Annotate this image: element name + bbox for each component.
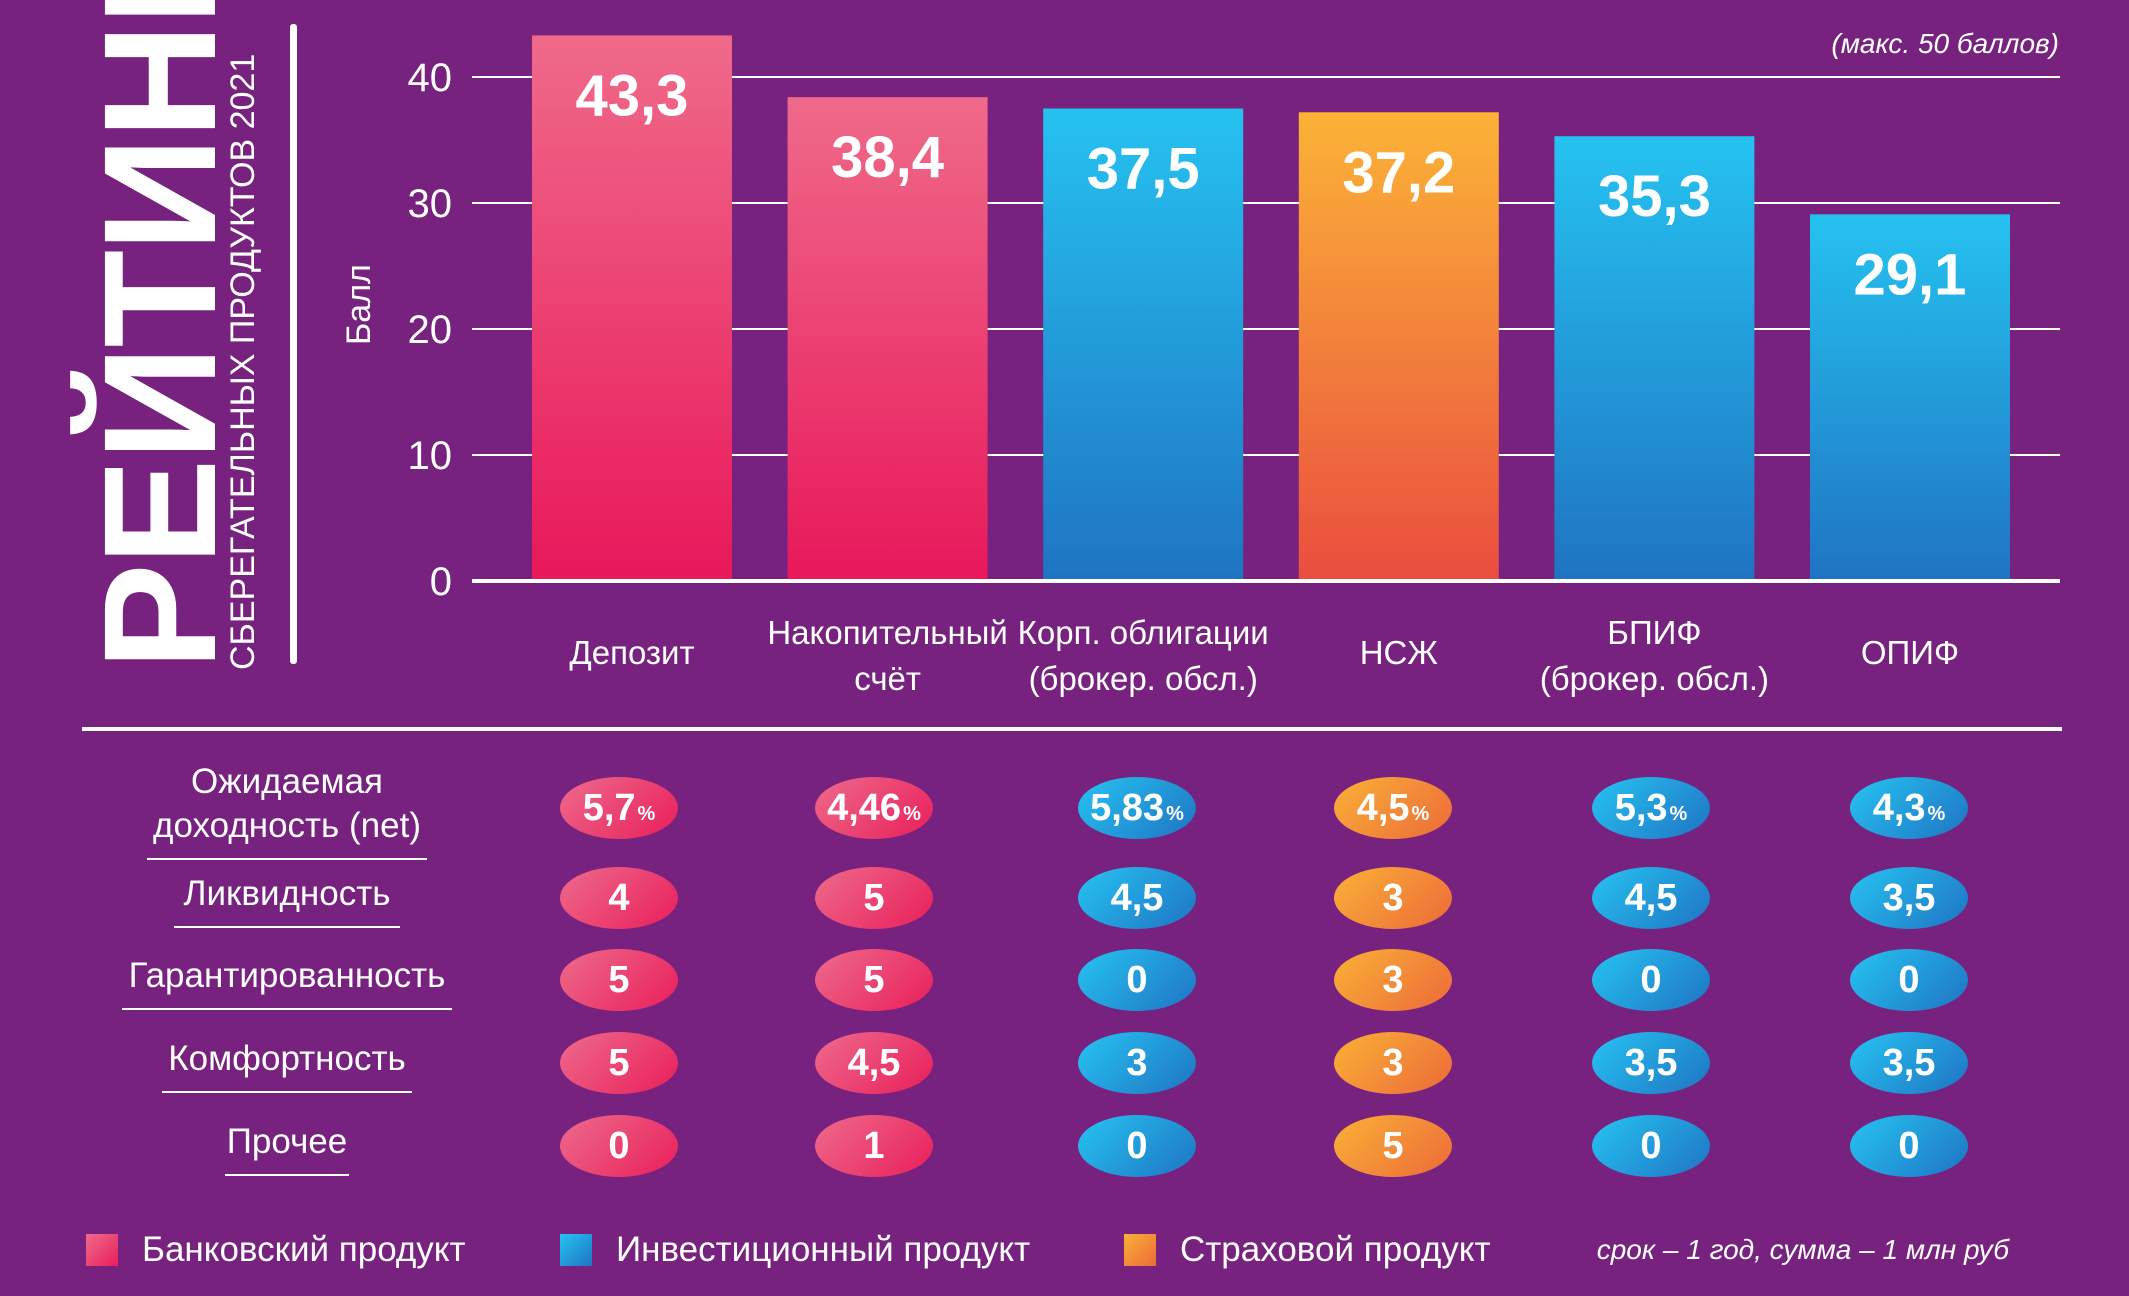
metric-score-badge: 0 — [1592, 949, 1710, 1011]
metric-score-badge: 0 — [1850, 949, 1968, 1011]
y-tick-label: 40 — [408, 56, 453, 100]
metric-score-badge: 3,5 — [1850, 867, 1968, 929]
bar-value-label: 43,3 — [576, 63, 689, 128]
bar — [1810, 214, 2010, 579]
x-tick-label: БПИФ — [1607, 614, 1701, 651]
metric-score-badge: 3,5 — [1850, 1032, 1968, 1094]
bar — [1554, 136, 1755, 579]
metric-score-badge: 0 — [1592, 1115, 1710, 1177]
metric-underline — [174, 926, 400, 928]
metric-score-badge: 4 — [560, 867, 678, 929]
x-tick-label: Накопительный — [767, 614, 1007, 651]
y-tick-label: 10 — [408, 434, 453, 478]
section-divider — [82, 727, 2062, 731]
x-tick-label: Корп. облигации — [1018, 614, 1269, 651]
x-tick-label: (брокер. обсл.) — [1029, 660, 1258, 697]
metric-label: Гарантированность — [128, 956, 446, 995]
metric-underline — [122, 1008, 452, 1010]
bar-value-label: 29,1 — [1854, 242, 1967, 307]
legend-item: Страховой продукт — [1124, 1230, 1491, 1270]
legend-swatch — [560, 1234, 592, 1266]
legend-item: Банковский продукт — [86, 1230, 466, 1270]
metric-score-badge: 0 — [560, 1115, 678, 1177]
legend-swatch — [1124, 1234, 1156, 1266]
metric-score-badge: 0 — [1078, 1115, 1196, 1177]
bar — [1043, 108, 1244, 579]
x-tick-label: ОПИФ — [1861, 634, 1959, 671]
metric-label: Комфортность — [168, 1039, 406, 1078]
metric-score-badge: 4,5 — [1592, 867, 1710, 929]
bar — [787, 97, 988, 579]
metric-score-badge: 1 — [815, 1115, 933, 1177]
bar-value-label: 37,5 — [1087, 137, 1200, 202]
metric-score-badge: 5 — [1334, 1115, 1452, 1177]
x-tick-label: НСЖ — [1360, 634, 1439, 671]
x-tick-label: (брокер. обсл.) — [1540, 660, 1769, 697]
metric-score-badge: 5,7% — [560, 777, 678, 839]
y-tick-label: 20 — [408, 308, 453, 352]
y-tick-label: 30 — [408, 182, 453, 226]
bar — [532, 35, 732, 580]
metric-score-badge: 3 — [1334, 949, 1452, 1011]
metric-score-badge: 4,5 — [1078, 867, 1196, 929]
footnote: срок – 1 год, сумма – 1 млн руб — [1596, 1234, 2009, 1265]
legend-label: Страховой продукт — [1180, 1230, 1491, 1269]
metric-score-badge: 3 — [1078, 1032, 1196, 1094]
metric-score-badge: 5 — [560, 949, 678, 1011]
metric-score-badge: 0 — [1850, 1115, 1968, 1177]
metric-score-badge: 4,5% — [1334, 777, 1452, 839]
metric-score-badge: 4,3% — [1850, 777, 1968, 839]
metric-score-badge: 5,83% — [1078, 777, 1196, 839]
metric-label: Ожидаемая доходность (net) — [153, 762, 421, 845]
metric-score-badge: 4,46% — [815, 777, 933, 839]
legend-label: Банковский продукт — [142, 1230, 466, 1269]
bar — [1298, 112, 1499, 579]
bar-value-label: 35,3 — [1598, 164, 1711, 229]
legend-swatch — [86, 1234, 118, 1266]
metric-score-badge: 5 — [815, 867, 933, 929]
title-divider — [290, 24, 297, 664]
metric-label: Прочее — [226, 1122, 348, 1161]
x-tick-label: Депозит — [569, 634, 694, 671]
legend-item: Инвестиционный продукт — [560, 1230, 1030, 1270]
y-tick-label: 0 — [430, 560, 452, 604]
metric-score-badge: 0 — [1078, 949, 1196, 1011]
x-tick-label: счёт — [854, 660, 921, 697]
legend-label: Инвестиционный продукт — [616, 1230, 1031, 1269]
metric-score-badge: 3,5 — [1592, 1032, 1710, 1094]
metric-score-badge: 5,3% — [1592, 777, 1710, 839]
bar-value-label: 38,4 — [831, 125, 944, 190]
metric-underline — [162, 1091, 412, 1093]
max-score-note: (макс. 50 баллов) — [1831, 28, 2059, 59]
metric-score-badge: 4,5 — [815, 1032, 933, 1094]
metric-score-badge: 3 — [1334, 1032, 1452, 1094]
metric-score-badge: 5 — [560, 1032, 678, 1094]
metric-score-badge: 3 — [1334, 867, 1452, 929]
metric-underline — [225, 1174, 349, 1176]
metric-label: Ликвидность — [183, 874, 391, 913]
bar-value-label: 37,2 — [1342, 140, 1455, 205]
metric-underline — [147, 858, 427, 860]
metric-score-badge: 5 — [815, 949, 933, 1011]
